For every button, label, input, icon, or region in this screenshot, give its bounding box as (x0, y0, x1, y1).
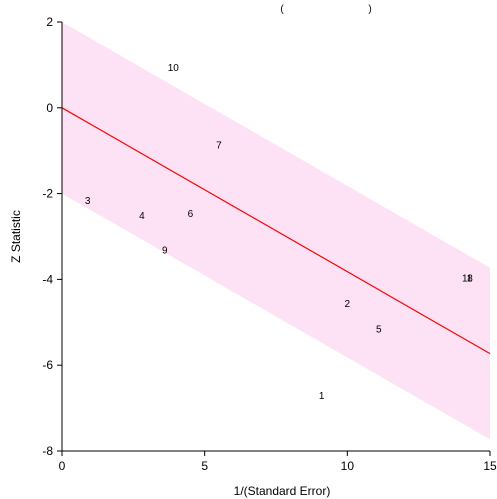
point-label: 8 (467, 273, 473, 284)
point-label: 5 (376, 325, 382, 336)
point-label: 1 (319, 391, 325, 402)
point-label: 3 (85, 196, 91, 207)
title-fragment-right: ) (368, 4, 371, 15)
x-axis-title: 1/(Standard Error) (234, 484, 331, 498)
point-label: 7 (216, 140, 222, 151)
regression-line (61, 107, 491, 355)
x-tick-label: 0 (59, 459, 66, 473)
point-label: 11 (462, 273, 473, 284)
y-tick-label: -6 (42, 358, 53, 372)
y-tick-label: -2 (42, 187, 53, 201)
point-label: 9 (162, 245, 168, 256)
point-label: 6 (188, 209, 194, 220)
point-label: 4 (139, 211, 145, 222)
y-tick-label: -8 (42, 444, 53, 458)
point-label: 2 (345, 299, 351, 310)
y-tick-label: 0 (46, 101, 53, 115)
y-axis-title: Z Statistic (9, 210, 23, 263)
x-tick-label: 5 (201, 459, 208, 473)
title-fragment-left: ( (280, 4, 284, 15)
y-tick-label: -4 (42, 272, 53, 286)
y-tick-label: 2 (46, 15, 53, 29)
x-tick-label: 10 (341, 459, 355, 473)
x-tick-label: 15 (483, 459, 497, 473)
point-label: 10 (168, 63, 180, 74)
